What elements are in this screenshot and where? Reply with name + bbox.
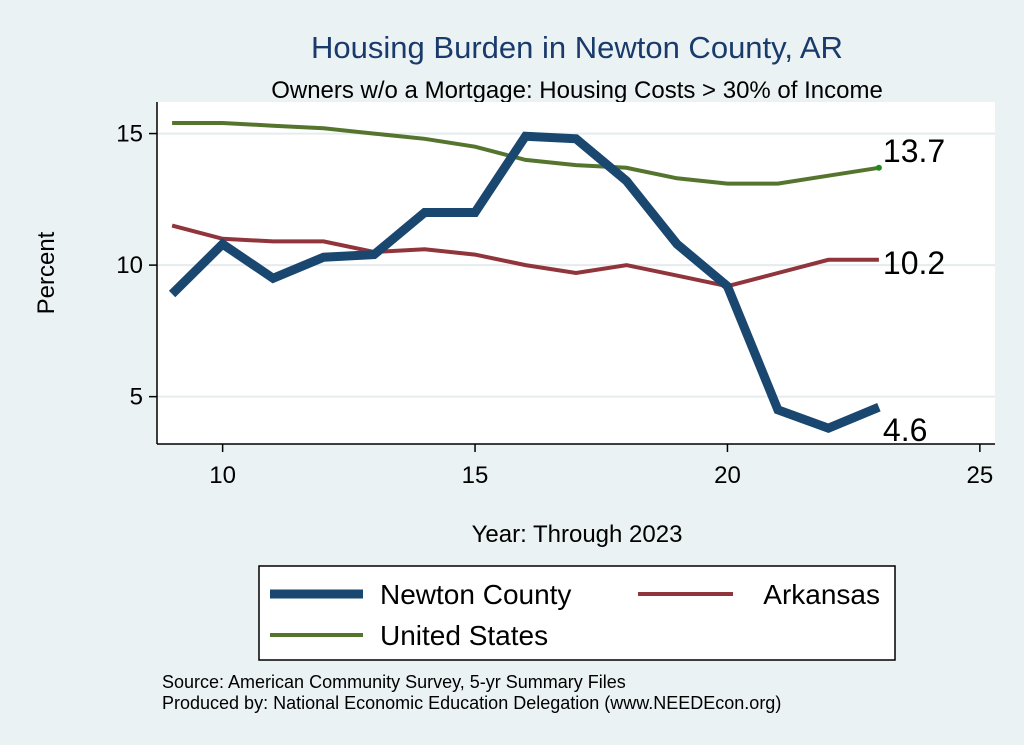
series-line-arkansas	[171, 223, 879, 289]
legend: Newton County Arkansas United States	[258, 565, 896, 661]
x-tick-label: 15	[462, 462, 489, 489]
chart-title: Housing Burden in Newton County, AR	[311, 30, 843, 65]
legend-label-newton-county: Newton County	[380, 579, 571, 610]
chart-subtitle: Owners w/o a Mortgage: Housing Costs > 3…	[271, 77, 883, 104]
y-axis-label: Percent	[33, 231, 60, 314]
series-end-point-united-states	[875, 164, 882, 171]
y-tick-label: 15	[116, 121, 143, 148]
end-label-arkansas: 10.2	[883, 245, 945, 281]
y-tick-label: 10	[116, 252, 143, 279]
x-tick-label: 10	[209, 462, 236, 489]
series-line-newton-county	[168, 131, 881, 434]
source-line: Source: American Community Survey, 5-yr …	[162, 672, 626, 692]
x-tick-label: 20	[714, 462, 741, 489]
end-label-newton-county: 4.6	[883, 412, 927, 448]
end-labels: 4.6 10.2 13.7	[883, 133, 945, 448]
ticks: 5 10 15 10 15 20 25	[116, 121, 993, 489]
legend-box	[258, 565, 896, 661]
legend-label-united-states: United States	[380, 620, 548, 651]
legend-label-arkansas: Arkansas	[763, 579, 880, 610]
axes	[156, 102, 995, 445]
series-line-united-states	[172, 121, 880, 186]
end-label-united-states: 13.7	[883, 133, 945, 169]
producer-line: Produced by: National Economic Education…	[162, 693, 781, 713]
series-layer	[168, 121, 882, 434]
x-tick-label: 25	[967, 462, 994, 489]
x-axis-label: Year: Through 2023	[472, 521, 683, 548]
y-tick-label: 5	[130, 384, 143, 411]
